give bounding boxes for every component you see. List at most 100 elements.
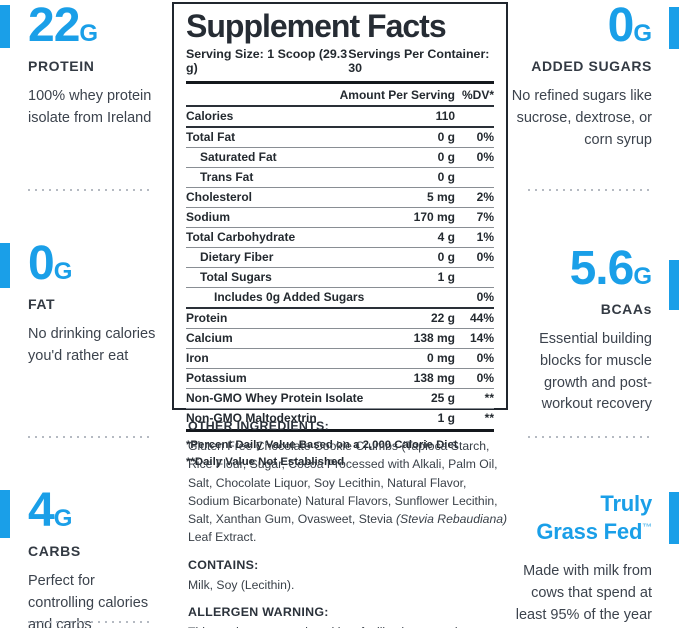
- nutrient-amount: 1 g: [437, 269, 455, 284]
- accent-bar: [0, 243, 10, 288]
- trademark-symbol: ™: [642, 522, 652, 534]
- nutrient-dv: 0%: [476, 350, 494, 365]
- serving-size: Serving Size: 1 Scoop (29.3 g): [186, 46, 348, 75]
- table-row: Potassium 138 mg 0%: [186, 369, 494, 389]
- table-header: Amount Per Serving %DV*: [186, 84, 494, 107]
- stat-description: Essential building blocks for muscle gro…: [539, 331, 652, 413]
- stat-description: Perfect for controlling calories and car…: [28, 573, 149, 628]
- table-row: Trans Fat 0 g: [186, 168, 494, 188]
- stat-bcaas: 5.6G BCAAs Essential building blocks for…: [506, 245, 652, 416]
- servings-per-container: Servings Per Container: 30: [348, 46, 490, 75]
- nutrient-amount: 170 mg: [413, 209, 455, 224]
- other-ingredients-text: Gluten Free Chocolate Cookie Crumbs (Tap…: [188, 439, 508, 545]
- nutrient-amount: 0 g: [437, 129, 455, 144]
- table-row: Protein 22 g 44%: [186, 306, 494, 329]
- stat-value: 0G: [28, 237, 73, 290]
- nutrient-name: Calcium: [186, 330, 233, 345]
- nutrient-amount: 0 g: [437, 169, 455, 184]
- nutrient-name: Sodium: [186, 209, 230, 224]
- allergen-warning-text: This product was produced in a facility …: [188, 623, 509, 628]
- nutrient-dv: **: [484, 410, 494, 425]
- contains-heading: CONTAINS:: [188, 557, 259, 572]
- accent-bar: [669, 7, 679, 49]
- dotted-divider: [528, 189, 652, 191]
- nutrient-name: Non-GMO Maltodextrin: [186, 410, 317, 425]
- stat-fat: 0G FAT No drinking calories you'd rather…: [28, 240, 164, 368]
- table-row: Non-GMO Maltodextrin 1 g **: [186, 409, 494, 428]
- grass-fed-title: Truly Grass Fed™: [536, 491, 652, 544]
- footnote-dv: *Percent Daily Value Based on a 2,000 Ca…: [186, 438, 458, 451]
- nutrient-amount: 1 g: [437, 410, 455, 425]
- stat-protein: 22G PROTEIN 100% whey protein isolate fr…: [28, 2, 164, 130]
- nutrient-name: Total Sugars: [200, 269, 272, 284]
- nutrient-amount: 138 mg: [413, 370, 455, 385]
- nutrient-name: Total Fat: [186, 129, 236, 144]
- stat-label: PROTEIN: [28, 58, 95, 74]
- nutrient-dv: 7%: [476, 209, 494, 224]
- nutrient-name: Cholesterol: [186, 189, 253, 204]
- table-row: Non-GMO Whey Protein Isolate 25 g **: [186, 389, 494, 409]
- nutrient-amount: 138 mg: [413, 330, 455, 345]
- info-section: OTHER INGREDIENTS: Gluten Free Chocolate…: [188, 419, 509, 628]
- nutrient-dv: 0%: [476, 289, 494, 304]
- nutrient-amount: 110: [435, 108, 455, 123]
- stat-grass-fed: Truly Grass Fed™ Made with milk from cows…: [506, 490, 652, 628]
- table-row: Total Fat 0 g 0%: [186, 128, 494, 148]
- nutrient-amount: 22 g: [430, 310, 455, 325]
- panel-title: Supplement Facts: [186, 8, 447, 44]
- dv-column-header: %DV*: [461, 87, 494, 102]
- table-row: Cholesterol 5 mg 2%: [186, 188, 494, 208]
- nutrient-name: Iron: [186, 350, 209, 365]
- nutrient-name: Protein: [186, 310, 228, 325]
- table-row: Total Carbohydrate 4 g 1%: [186, 228, 494, 248]
- stat-value: 22G: [28, 0, 99, 52]
- thick-rule: [186, 80, 494, 84]
- nutrient-amount: 5 mg: [426, 189, 455, 204]
- stat-description: Made with milk from cows that spend at l…: [515, 563, 652, 623]
- nutrient-dv: 0%: [476, 149, 494, 164]
- nutrient-dv: 0%: [476, 129, 494, 144]
- nutrient-name: Includes 0g Added Sugars: [214, 289, 365, 304]
- stat-carbs: 4G CARBS Perfect for controlling calorie…: [28, 487, 164, 628]
- nutrient-dv: 44%: [469, 310, 494, 325]
- nutrient-dv: 2%: [476, 189, 494, 204]
- stat-label: BCAAs: [600, 301, 652, 317]
- serving-info: Serving Size: 1 Scoop (29.3 g) Servings …: [186, 47, 494, 75]
- nutrition-table: Calories 110 Total Fat 0 g 0% Saturated …: [186, 107, 494, 428]
- dotted-divider: [28, 189, 152, 191]
- nutrient-dv: 0%: [476, 249, 494, 264]
- table-row: Total Sugars 1 g: [186, 268, 494, 288]
- stat-label: ADDED SUGARS: [531, 58, 652, 74]
- table-row: Calcium 138 mg 14%: [186, 329, 494, 349]
- accent-bar: [669, 260, 679, 310]
- accent-bar: [0, 5, 10, 48]
- stat-description: No drinking calories you'd rather eat: [28, 326, 156, 364]
- table-row: Includes 0g Added Sugars 0%: [186, 288, 494, 308]
- nutrient-amount: 0 g: [437, 149, 455, 164]
- nutrient-name: Dietary Fiber: [200, 249, 274, 264]
- dotted-divider: [28, 436, 152, 438]
- stat-label: FAT: [28, 296, 56, 312]
- contains-text: Milk, Soy (Lecithin).: [188, 577, 295, 592]
- supplement-facts-panel: Supplement Facts Serving Size: 1 Scoop (…: [172, 2, 508, 468]
- stat-value: 5.6G: [569, 242, 652, 295]
- nutrient-amount: 0 mg: [426, 350, 455, 365]
- table-row: Calories 110: [186, 107, 494, 128]
- nutrient-amount: 0 g: [437, 249, 455, 264]
- stat-value: 0G: [607, 0, 652, 52]
- table-row: Sodium 170 mg 7%: [186, 208, 494, 228]
- thick-rule: [186, 428, 494, 432]
- nutrient-dv: 1%: [476, 229, 494, 244]
- nutrient-name: Non-GMO Whey Protein Isolate: [186, 390, 364, 405]
- stat-description: No refined sugars like sucrose, dextrose…: [511, 88, 652, 148]
- stat-added-sugars: 0G ADDED SUGARS No refined sugars like s…: [506, 2, 652, 151]
- nutrient-name: Total Carbohydrate: [186, 229, 296, 244]
- nutrient-amount: 4 g: [437, 229, 455, 244]
- dotted-divider: [28, 621, 152, 623]
- allergen-warning-heading: ALLERGEN WARNING:: [188, 605, 329, 620]
- nutrient-name: Saturated Fat: [200, 149, 277, 164]
- dotted-divider: [528, 436, 652, 438]
- table-row: Dietary Fiber 0 g 0%: [186, 248, 494, 268]
- stat-description: 100% whey protein isolate from Ireland: [28, 88, 152, 126]
